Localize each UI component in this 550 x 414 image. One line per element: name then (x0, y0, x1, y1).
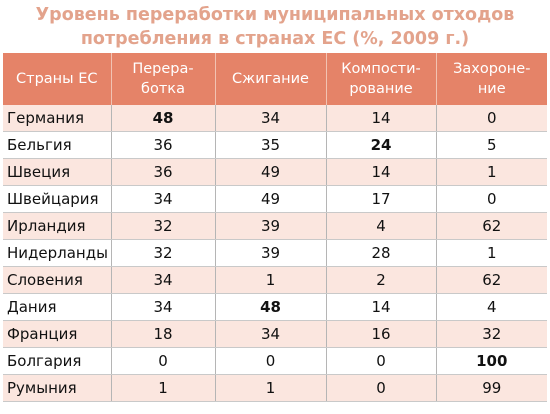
country-cell: Болгария (3, 347, 112, 375)
data-table: Страны ЕС Перера-ботка Сжигание Компости-ро… (3, 53, 547, 402)
value-cell: 35 (215, 131, 327, 159)
table-row: Ирландия 32 39 4 62 (3, 212, 547, 240)
country-cell: Ирландия (3, 212, 112, 240)
value-cell: 39 (215, 239, 327, 267)
column-header-1: Перера-ботка (111, 53, 216, 105)
value-cell: 1 (436, 158, 547, 186)
value-cell: 34 (215, 320, 327, 348)
value-cell: 100 (436, 347, 547, 375)
value-cell: 39 (215, 212, 327, 240)
value-cell: 1 (215, 266, 327, 294)
country-cell: Швейцария (3, 185, 112, 213)
value-cell: 1 (436, 239, 547, 267)
value-cell: 34 (215, 105, 327, 132)
column-header-line2: ботка (141, 81, 185, 97)
country-cell: Нидерланды (3, 239, 112, 267)
country-cell: Румыния (3, 374, 112, 402)
country-cell: Бельгия (3, 131, 112, 159)
value-cell: 32 (436, 320, 547, 348)
table-row: Болгария 0 0 0 100 (3, 347, 547, 375)
value-cell: 36 (111, 131, 216, 159)
country-cell: Франция (3, 320, 112, 348)
value-cell: 32 (111, 239, 216, 267)
value-cell: 34 (111, 266, 216, 294)
table-header: Страны ЕС Перера-ботка Сжигание Компости-ро… (3, 53, 547, 105)
value-cell: 17 (326, 185, 437, 213)
value-cell: 0 (326, 374, 437, 402)
table-row: Швеция 36 49 14 1 (3, 158, 547, 186)
value-cell: 34 (111, 293, 216, 321)
value-cell: 62 (436, 212, 547, 240)
value-cell: 62 (436, 266, 547, 294)
column-header-line2: рование (349, 81, 413, 97)
country-cell: Швеция (3, 158, 112, 186)
value-cell: 0 (326, 347, 437, 375)
chart-title: Уровень переработки муниципальных отходо… (0, 0, 550, 52)
value-cell: 0 (436, 185, 547, 213)
value-cell: 36 (111, 158, 216, 186)
value-cell: 0 (436, 105, 547, 132)
value-cell: 2 (326, 266, 437, 294)
value-cell: 14 (326, 158, 437, 186)
header-row: Страны ЕС Перера-ботка Сжигание Компости-ро… (3, 53, 547, 105)
table-row: Франция 18 34 16 32 (3, 320, 547, 348)
value-cell: 1 (111, 374, 216, 402)
value-cell: 16 (326, 320, 437, 348)
value-cell: 14 (326, 293, 437, 321)
table-row: Нидерланды 32 39 28 1 (3, 239, 547, 267)
table-row: Швейцария 34 49 17 0 (3, 185, 547, 213)
table-row: Германия 48 34 14 0 (3, 105, 547, 132)
column-header-line1: Компости- (341, 61, 421, 77)
column-header-0: Страны ЕС (3, 53, 112, 105)
table-row: Румыния 1 1 0 99 (3, 374, 547, 402)
column-header-line1: Страны ЕС (16, 71, 98, 87)
value-cell: 49 (215, 158, 327, 186)
value-cell: 0 (111, 347, 216, 375)
table-row: Словения 34 1 2 62 (3, 266, 547, 294)
value-cell: 0 (215, 347, 327, 375)
value-cell: 99 (436, 374, 547, 402)
table-row: Дания 34 48 14 4 (3, 293, 547, 321)
value-cell: 4 (326, 212, 437, 240)
value-cell: 18 (111, 320, 216, 348)
value-cell: 4 (436, 293, 547, 321)
table-row: Бельгия 36 35 24 5 (3, 131, 547, 159)
value-cell: 1 (215, 374, 327, 402)
value-cell: 32 (111, 212, 216, 240)
value-cell: 49 (215, 185, 327, 213)
chart-title-line1: Уровень переработки муниципальных отходо… (35, 5, 515, 25)
column-header-line1: Захороне- (453, 61, 531, 77)
country-cell: Словения (3, 266, 112, 294)
column-header-line1: Перера- (132, 61, 194, 77)
column-header-line2: ние (477, 81, 506, 97)
value-cell: 5 (436, 131, 547, 159)
value-cell: 48 (215, 293, 327, 321)
column-header-2: Сжигание (215, 53, 327, 105)
country-cell: Дания (3, 293, 112, 321)
value-cell: 48 (111, 105, 216, 132)
value-cell: 28 (326, 239, 437, 267)
column-header-4: Захороне-ние (436, 53, 547, 105)
table-body: Германия 48 34 14 0 Бельгия 36 35 24 5 Швеция 36 49 1… (3, 105, 547, 402)
value-cell: 24 (326, 131, 437, 159)
value-cell: 34 (111, 185, 216, 213)
column-header-line1: Сжигание (232, 71, 309, 87)
value-cell: 14 (326, 105, 437, 132)
country-cell: Германия (3, 105, 112, 132)
column-header-3: Компости-рование (326, 53, 437, 105)
chart-title-line2: потребления в странах ЕС (%, 2009 г.) (80, 29, 470, 49)
